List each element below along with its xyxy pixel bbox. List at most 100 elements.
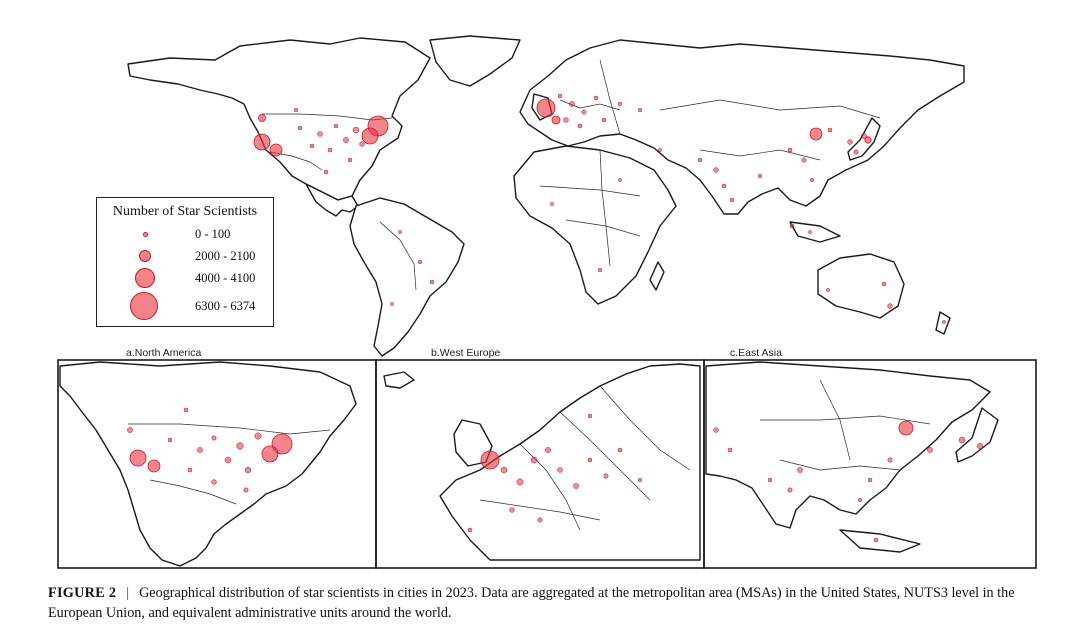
city-dot (757, 173, 763, 179)
hub-paris (551, 115, 561, 125)
hub-tokyo (864, 136, 872, 144)
ea-city-dot (727, 447, 733, 453)
ea-city-dot (713, 427, 719, 433)
ea-city-dot (857, 497, 863, 503)
city-dot (577, 123, 583, 129)
city-dot (309, 143, 315, 149)
legend-label: 6300 - 6374 (195, 299, 256, 313)
city-dot (417, 259, 423, 265)
australia-landmass (817, 253, 905, 319)
city-dot (569, 101, 575, 107)
na-city-dot (187, 467, 193, 473)
eu-city-dot (516, 478, 524, 486)
city-dot (942, 320, 946, 324)
eu-city-dot (537, 517, 543, 523)
city-dot (826, 288, 830, 292)
brazil-border (379, 221, 417, 291)
panel-east-asia-frame (703, 359, 1037, 569)
city-dot (787, 147, 793, 153)
city-dot (581, 109, 587, 115)
panel-label-north-america: a.North America (126, 347, 202, 359)
ea-city-dot (797, 467, 803, 473)
ea-city-dot (958, 436, 966, 444)
africa-landmass (513, 145, 677, 305)
caption-label: FIGURE 2 (48, 585, 117, 601)
city-dot (721, 183, 727, 189)
hub-seattle (258, 114, 266, 122)
na-city-dot (254, 432, 262, 440)
madagascar-landmass (649, 261, 665, 291)
city-dot (297, 125, 303, 131)
ea-hub-beijing (898, 420, 914, 436)
panel-north-america-map (59, 361, 357, 567)
hub-san-francisco (253, 133, 271, 151)
city-dot (713, 167, 719, 173)
eu-city-dot (557, 467, 563, 473)
city-dot (359, 141, 365, 147)
panel-label-west-europe: b.West Europe (431, 347, 501, 359)
na-hub-sf (129, 449, 147, 467)
city-dot (853, 149, 859, 155)
southeast-asia-islands (789, 221, 841, 243)
south-america-landmass (349, 197, 465, 357)
city-dot (343, 137, 349, 143)
city-dot (617, 101, 623, 107)
hub-london (536, 98, 556, 118)
na-city-dot (224, 456, 232, 464)
legend-item-0-100: 0 - 100 (97, 224, 275, 248)
legend-item-2000-2100: 2000 - 2100 (97, 246, 275, 270)
na-panel-us-canada-border (128, 423, 331, 435)
city-dot (729, 197, 735, 203)
eu-panel-iceland (383, 371, 415, 389)
eu-panel-landmass (439, 363, 701, 561)
eurasia-landmass (519, 39, 965, 215)
city-dot (827, 127, 833, 133)
na-city-dot (211, 435, 217, 441)
legend-label: 4000 - 4100 (195, 271, 256, 285)
legend-title: Number of Star Scientists (112, 204, 258, 219)
city-dot (327, 147, 333, 153)
city-dot (658, 148, 662, 152)
panel-west-europe-map (383, 363, 701, 561)
city-dot (398, 230, 402, 234)
hub-los-angeles (269, 143, 283, 157)
na-city-dot (167, 437, 173, 443)
map-legend: Number of Star Scientists 0 - 100 2000 -… (96, 197, 274, 327)
greenland-landmass (429, 35, 521, 87)
na-city-dot (183, 407, 189, 413)
africa-border-1 (539, 185, 641, 197)
africa-border-3 (599, 149, 611, 267)
city-dot (352, 126, 360, 134)
city-dot (323, 169, 329, 175)
city-dot (557, 93, 563, 99)
na-hub-la (147, 459, 161, 473)
us-mexico-border (269, 151, 323, 171)
eurasia-border-2 (659, 99, 881, 119)
na-city-dot (243, 487, 249, 493)
city-dot (563, 117, 569, 123)
legend-symbol-medium (135, 268, 155, 288)
city-dot (593, 95, 599, 101)
eu-panel-border-2 (559, 411, 651, 501)
city-dot (347, 157, 353, 163)
ea-panel-border-1 (760, 415, 931, 425)
ea-city-dot (787, 487, 793, 493)
eu-city-dot (587, 457, 593, 463)
na-city-dot (244, 466, 252, 474)
city-dot (637, 107, 643, 113)
city-dot (618, 178, 622, 182)
ea-panel-border-3 (819, 379, 851, 461)
hub-beijing (809, 127, 823, 141)
eu-city-dot (573, 483, 579, 489)
city-dot (550, 202, 554, 206)
ea-panel-japan (955, 407, 999, 463)
city-dot (861, 133, 867, 139)
city-dot (887, 303, 893, 309)
city-dot (597, 267, 603, 273)
eu-panel-border-4 (479, 499, 601, 521)
city-dot (881, 281, 887, 287)
city-dot (390, 302, 394, 306)
city-dot (801, 157, 807, 163)
na-city-dot (127, 427, 133, 433)
central-america-landmass (305, 183, 359, 217)
